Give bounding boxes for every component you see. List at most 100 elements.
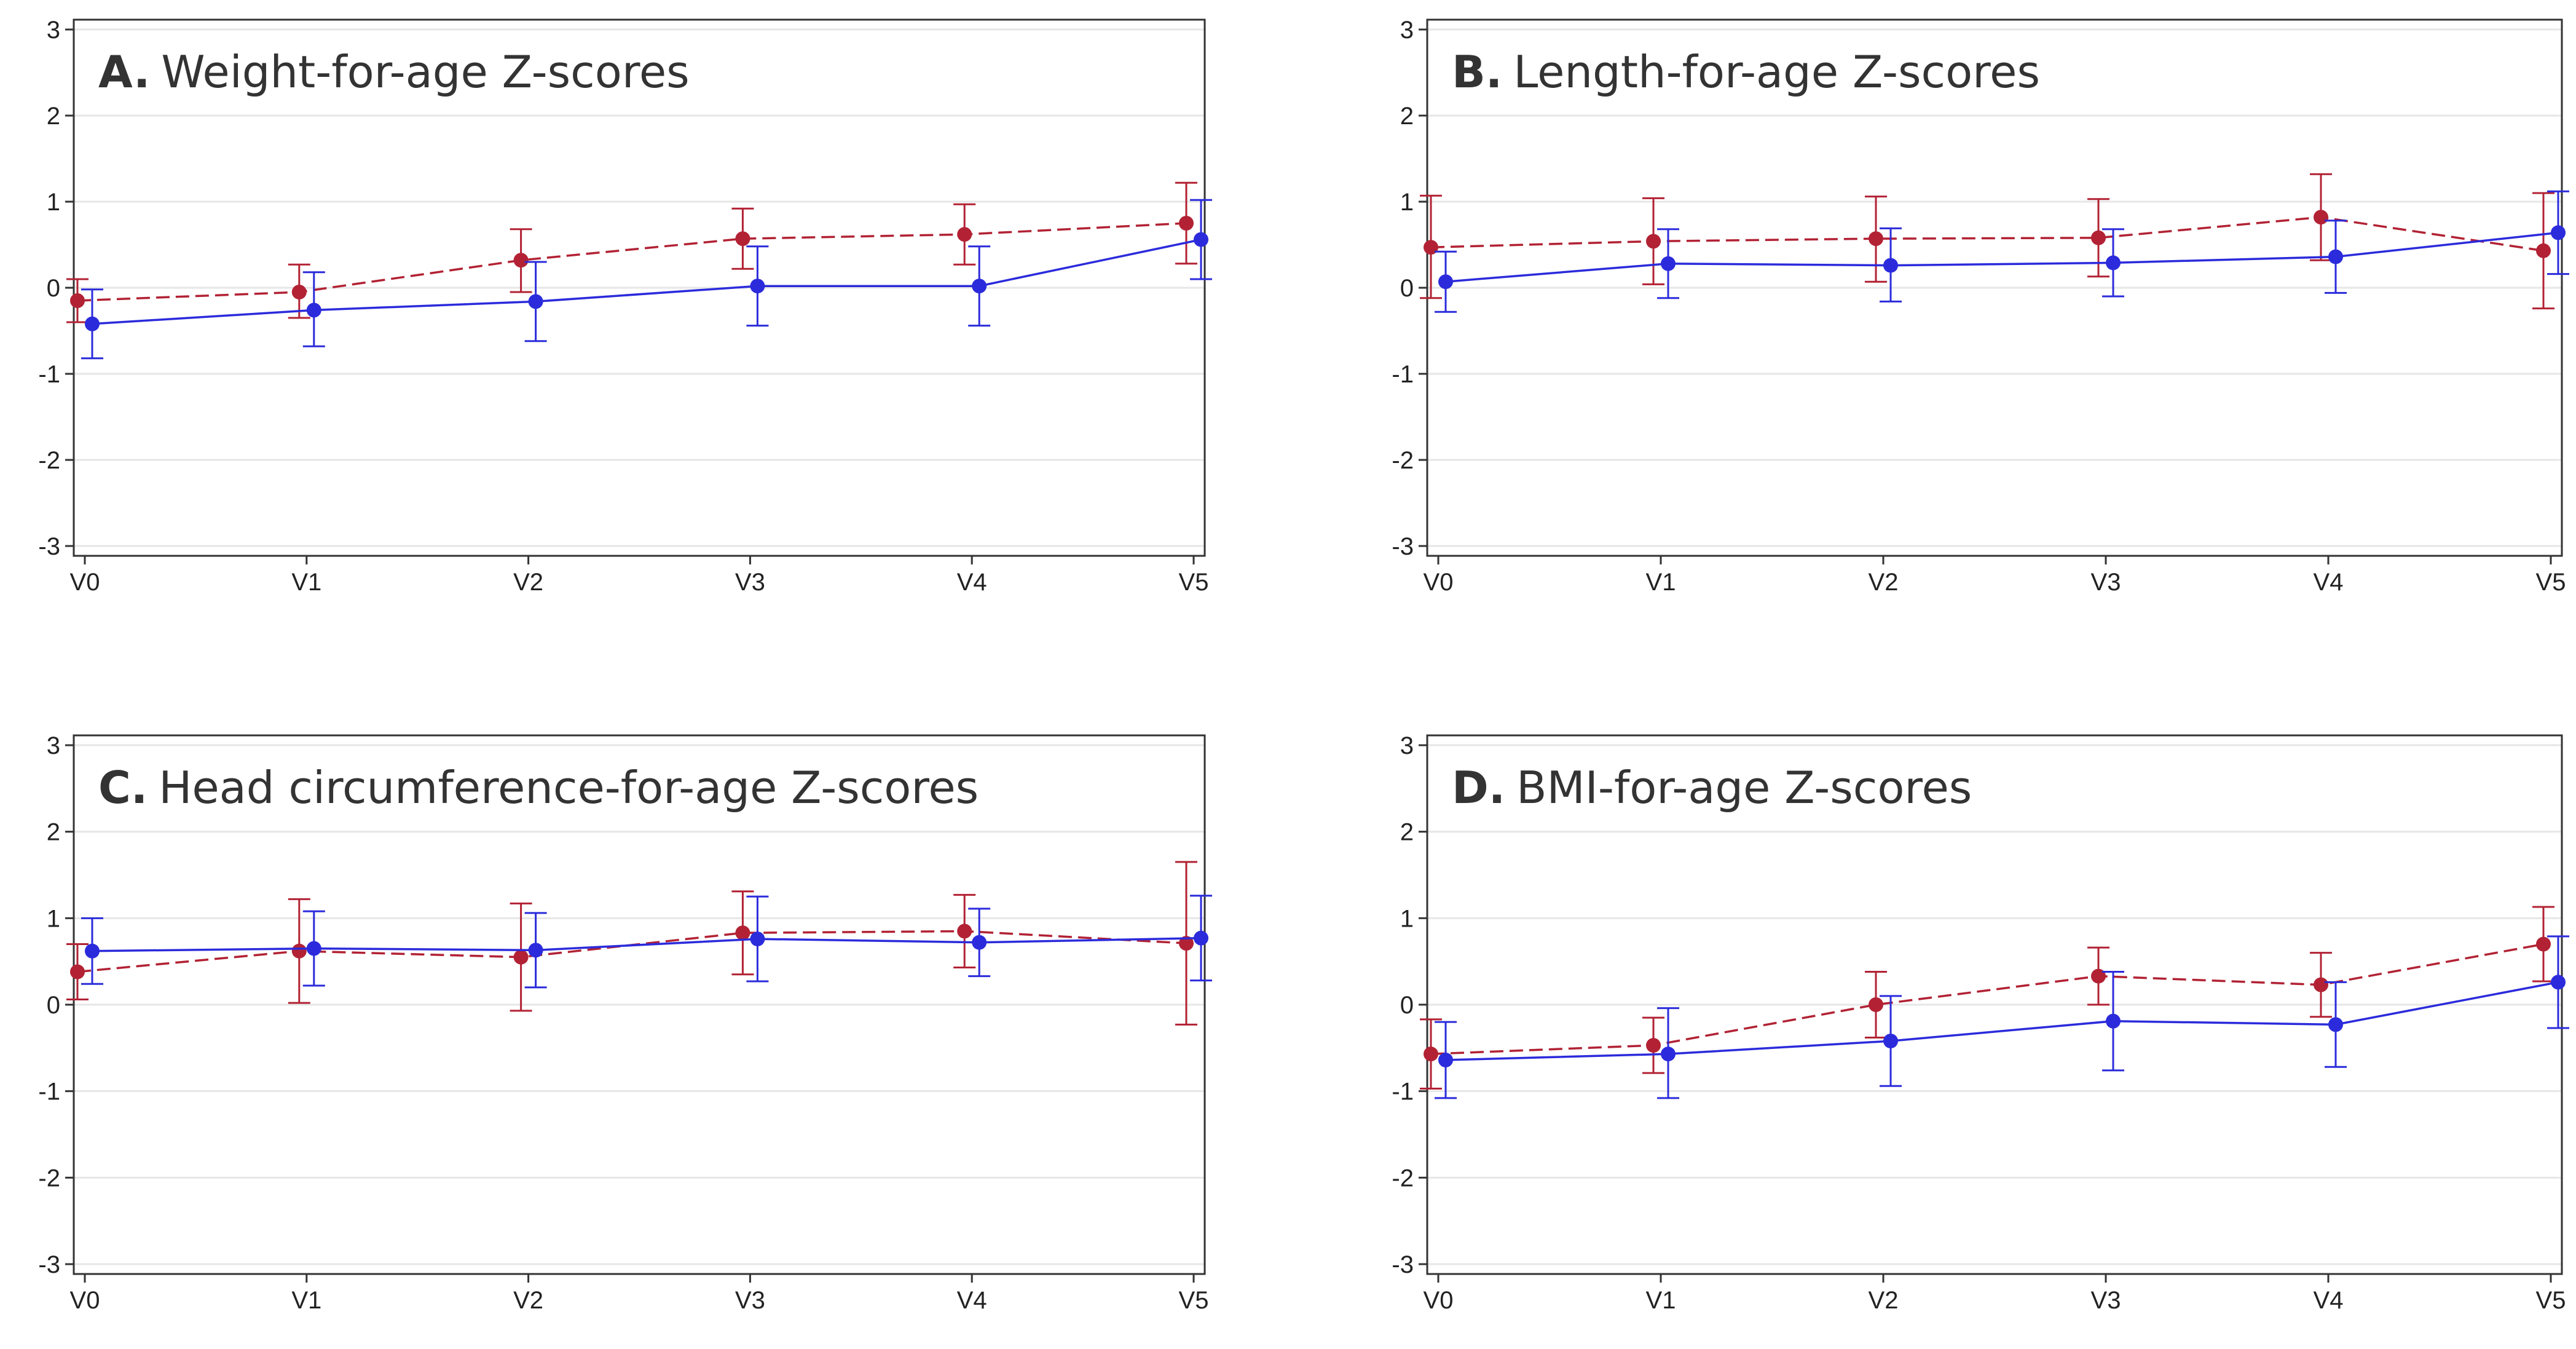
- data-point-red: [957, 924, 972, 939]
- panel-bmi-for-age: -3 -2 -1 0 1 2 3 V0 V1 V2 V3 V4 V5 D. BMI-for-age Z-sc…: [1392, 732, 2569, 1314]
- data-point-blue: [1438, 274, 1453, 290]
- x-tick-label: V1: [291, 569, 321, 596]
- data-point-blue: [528, 294, 543, 309]
- y-tick-label: -2: [38, 1165, 60, 1192]
- data-point-blue: [1661, 1046, 1676, 1062]
- y-tick-label: 0: [1400, 992, 1414, 1019]
- y-tick-label: 2: [1400, 819, 1414, 846]
- y-tick-label: 1: [1400, 905, 1414, 932]
- data-point-blue: [972, 279, 987, 294]
- data-point-blue: [1194, 232, 1208, 247]
- series-line-red: [77, 222, 1187, 302]
- plot-frame: [1426, 734, 2563, 1275]
- data-point-blue: [1661, 256, 1676, 271]
- data-point-red: [735, 925, 750, 941]
- plot-frame: [73, 18, 1206, 557]
- series-line-blue: [1445, 981, 2559, 1061]
- series-line-red: [1430, 943, 2544, 1055]
- series-line-blue: [92, 238, 1202, 325]
- y-tick-label: 3: [47, 17, 60, 44]
- y-tick-label: -3: [38, 533, 60, 560]
- series-line-blue: [92, 936, 1202, 952]
- panel-letter: D.: [1452, 762, 1505, 813]
- data-point-red: [1869, 231, 1883, 247]
- data-point-red: [513, 253, 529, 268]
- y-tick-label: 0: [47, 275, 60, 302]
- data-point-red: [1646, 234, 1661, 249]
- y-tick-label: -2: [1392, 447, 1414, 474]
- y-tick-label: -1: [38, 1078, 60, 1106]
- data-point-blue: [2551, 975, 2566, 990]
- x-tick-label: V2: [513, 569, 543, 596]
- data-point-blue: [1883, 258, 1898, 273]
- x-tick-label: V4: [2314, 569, 2344, 596]
- data-point-blue: [750, 932, 765, 947]
- data-point-red: [291, 285, 307, 299]
- data-point-blue: [1194, 930, 1208, 946]
- data-point-blue: [2106, 1013, 2121, 1029]
- data-point-blue: [750, 279, 765, 294]
- y-tick-label: 1: [47, 905, 60, 932]
- data-point-red: [291, 943, 307, 959]
- y-tick-label: -1: [1392, 1078, 1414, 1106]
- plot-frame: [73, 734, 1206, 1275]
- data-point-blue: [306, 303, 321, 318]
- x-tick-label: V3: [2091, 1287, 2121, 1314]
- x-tick-label: V5: [2536, 1287, 2566, 1314]
- data-point-red: [70, 293, 85, 308]
- y-tick-label: 0: [1400, 275, 1414, 302]
- y-tick-label: 1: [1400, 189, 1414, 216]
- y-tick-label: 3: [1400, 732, 1414, 759]
- data-point-red: [2314, 977, 2328, 992]
- data-point-blue: [85, 316, 100, 331]
- x-tick-label: V3: [2091, 569, 2121, 596]
- panel-title-text: BMI-for-age Z-scores: [1516, 762, 1972, 813]
- y-tick-label: 2: [1400, 103, 1414, 130]
- panel-title-text: Weight-for-age Z-scores: [161, 46, 689, 98]
- panel-title: A. Weight-for-age Z-scores: [98, 46, 690, 98]
- data-point-blue: [528, 943, 543, 958]
- data-point-red: [1179, 216, 1194, 231]
- y-tick-label: -3: [1392, 1251, 1414, 1278]
- data-point-red: [957, 227, 972, 242]
- x-tick-label: V4: [957, 1287, 987, 1314]
- data-point-red: [2536, 936, 2551, 952]
- data-point-blue: [2551, 225, 2566, 240]
- y-tick-label: 1: [47, 189, 60, 216]
- x-tick-label: V2: [1869, 569, 1899, 596]
- data-point-red: [513, 949, 529, 965]
- data-point-red: [70, 964, 85, 979]
- panel-weight-for-age: -3 -2 -1 0 1 2 3 V0 V1 V2 V3 V4 V5 A. Weight-for-age Z…: [38, 17, 1212, 596]
- data-point-blue: [972, 935, 987, 950]
- panel-title: C. Head circumference-for-age Z-scores: [98, 762, 979, 813]
- data-point-red: [1179, 936, 1194, 951]
- data-point-blue: [1883, 1034, 1898, 1049]
- data-point-blue: [1438, 1053, 1453, 1068]
- data-point-red: [1869, 997, 1883, 1012]
- x-tick-label: V5: [2536, 569, 2566, 596]
- panel-letter: B.: [1452, 46, 1502, 98]
- series-line-blue: [1445, 231, 2559, 283]
- panel-length-for-age: -3 -2 -1 0 1 2 3 V0 V1 V2 V3 V4 V5 B. Length-for-age Z…: [1392, 17, 2569, 596]
- x-tick-label: V1: [1646, 569, 1676, 596]
- x-tick-label: V2: [513, 1287, 543, 1314]
- panel-head-circumference-for-age: -3 -2 -1 0 1 2 3 V0 V1 V2 V3 V4 V5 C. Head circumferen…: [38, 732, 1212, 1314]
- data-point-blue: [306, 941, 321, 956]
- x-tick-label: V5: [1179, 569, 1209, 596]
- panel-letter: A.: [98, 46, 150, 98]
- panel-letter: C.: [98, 762, 148, 813]
- series-line-red: [1430, 216, 2544, 252]
- x-tick-label: V1: [291, 1287, 321, 1314]
- y-tick-label: -2: [38, 447, 60, 474]
- panel-title: B. Length-for-age Z-scores: [1452, 46, 2040, 98]
- y-tick-label: -3: [1392, 533, 1414, 560]
- data-point-blue: [2328, 249, 2343, 264]
- x-tick-label: V2: [1869, 1287, 1899, 1314]
- x-tick-label: V0: [70, 1287, 100, 1314]
- y-tick-label: -2: [1392, 1165, 1414, 1192]
- x-tick-label: V0: [70, 569, 100, 596]
- y-tick-label: -1: [1392, 361, 1414, 388]
- data-point-red: [735, 231, 750, 247]
- y-tick-label: 2: [47, 819, 60, 846]
